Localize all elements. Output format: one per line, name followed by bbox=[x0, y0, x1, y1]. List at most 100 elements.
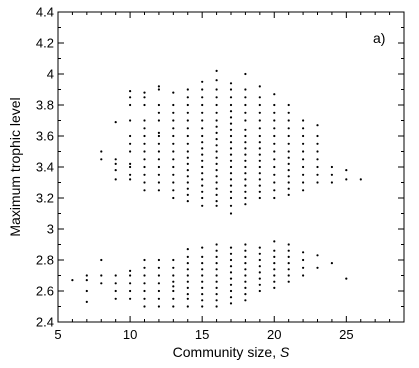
data-point-upper bbox=[244, 141, 247, 144]
data-point-upper bbox=[316, 134, 319, 138]
data-point-upper bbox=[302, 165, 305, 169]
data-point-lower bbox=[258, 246, 261, 249]
data-point-upper bbox=[143, 103, 146, 107]
data-point-upper bbox=[273, 181, 276, 184]
data-point-lower bbox=[186, 248, 189, 251]
data-point-upper bbox=[302, 142, 305, 145]
data-point-lower bbox=[172, 266, 175, 269]
data-point-lower bbox=[114, 297, 117, 300]
data-point-upper bbox=[172, 103, 175, 107]
data-point-lower bbox=[172, 274, 175, 277]
data-point-lower bbox=[258, 289, 261, 293]
data-point-upper bbox=[172, 189, 175, 192]
data-point-upper bbox=[172, 196, 175, 200]
data-point-upper bbox=[186, 162, 189, 165]
data-point-upper bbox=[215, 69, 218, 72]
data-point-lower bbox=[244, 255, 247, 258]
y-axis-label: Maximum trophic level bbox=[7, 97, 23, 236]
data-point-lower bbox=[244, 249, 247, 252]
data-point-upper bbox=[244, 184, 247, 187]
data-point-lower bbox=[143, 289, 146, 293]
data-point-upper bbox=[143, 150, 146, 153]
data-point-lower bbox=[345, 277, 348, 280]
data-point-upper bbox=[302, 173, 305, 176]
data-point-lower bbox=[273, 255, 276, 258]
data-point-upper bbox=[172, 165, 175, 169]
data-point-lower bbox=[330, 262, 333, 265]
data-point-upper bbox=[129, 162, 132, 165]
data-point-upper bbox=[172, 111, 175, 114]
data-point-upper bbox=[244, 147, 247, 150]
data-point-upper bbox=[229, 159, 233, 162]
data-point-lower bbox=[186, 286, 189, 289]
data-point-upper bbox=[258, 153, 261, 156]
data-point-lower bbox=[186, 274, 189, 277]
data-point-upper bbox=[215, 96, 218, 99]
data-point-lower bbox=[85, 279, 88, 282]
data-point-upper bbox=[157, 158, 160, 161]
data-point-lower bbox=[201, 255, 204, 258]
y-tick-label: 3.8 bbox=[36, 98, 54, 113]
data-point-upper bbox=[157, 88, 160, 91]
data-point-upper bbox=[215, 156, 218, 159]
data-point-lower bbox=[114, 289, 117, 293]
data-point-upper bbox=[215, 193, 218, 196]
data-point-lower bbox=[273, 249, 276, 252]
data-point-upper bbox=[258, 119, 261, 122]
data-point-upper bbox=[258, 85, 261, 88]
data-point-upper bbox=[215, 131, 218, 134]
data-point-upper bbox=[215, 125, 218, 128]
x-tick-label: 10 bbox=[123, 327, 137, 342]
data-point-upper bbox=[201, 159, 204, 162]
data-point-lower bbox=[215, 305, 218, 308]
data-point-lower bbox=[129, 289, 132, 293]
data-point-upper bbox=[302, 119, 305, 122]
data-point-upper bbox=[143, 119, 146, 122]
y-tick-label: 4 bbox=[47, 67, 54, 82]
data-point-lower bbox=[186, 262, 189, 265]
data-point-upper bbox=[273, 165, 276, 169]
data-point-upper bbox=[273, 127, 276, 130]
data-point-upper bbox=[201, 153, 204, 156]
x-tick-label: 5 bbox=[54, 327, 61, 342]
data-point-upper bbox=[229, 153, 233, 156]
x-tick-label: 20 bbox=[267, 327, 281, 342]
data-point-upper bbox=[157, 165, 160, 169]
data-point-upper bbox=[244, 88, 247, 91]
data-point-upper bbox=[316, 124, 319, 127]
data-point-upper bbox=[287, 187, 290, 190]
data-point-lower bbox=[215, 262, 218, 265]
data-point-lower bbox=[287, 249, 290, 252]
y-tick-label: 3.6 bbox=[36, 129, 54, 144]
data-point-lower bbox=[215, 243, 218, 246]
data-point-lower bbox=[172, 297, 175, 300]
data-point-upper bbox=[186, 127, 189, 130]
data-point-lower bbox=[229, 283, 233, 286]
data-point-upper bbox=[244, 134, 247, 138]
data-point-lower bbox=[172, 289, 175, 293]
data-point-upper bbox=[273, 111, 276, 114]
data-point-upper bbox=[330, 181, 333, 184]
data-point-upper bbox=[244, 190, 247, 193]
data-point-upper bbox=[287, 169, 290, 172]
data-point-lower bbox=[302, 258, 305, 262]
data-point-lower bbox=[244, 268, 247, 271]
data-points bbox=[71, 69, 362, 308]
data-point-upper bbox=[302, 127, 305, 130]
data-point-upper bbox=[215, 200, 218, 203]
data-point-upper bbox=[229, 165, 233, 169]
data-point-upper bbox=[201, 103, 204, 107]
data-point-upper bbox=[345, 178, 348, 181]
data-point-upper bbox=[201, 141, 204, 144]
data-point-lower bbox=[215, 268, 218, 271]
data-point-lower bbox=[316, 254, 319, 257]
data-point-upper bbox=[273, 119, 276, 122]
data-point-lower bbox=[201, 274, 204, 277]
data-point-upper bbox=[129, 150, 132, 153]
data-point-upper bbox=[287, 119, 290, 122]
data-point-lower bbox=[157, 266, 160, 269]
data-point-upper bbox=[143, 189, 146, 192]
y-tick-label: 2.4 bbox=[36, 315, 54, 330]
data-point-upper bbox=[201, 147, 204, 150]
